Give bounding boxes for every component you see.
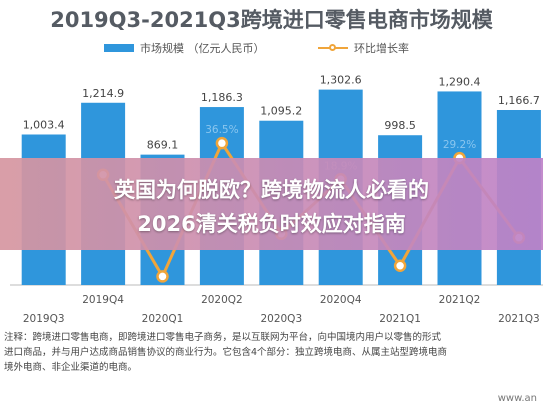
legend-bar-swatch — [104, 44, 134, 52]
bar-value-label-2020Q3: 1,095.2 — [260, 105, 302, 118]
x-tick-label-2021Q2: 2021Q2 — [439, 294, 481, 306]
growth-label-2021Q2: 29.2% — [443, 139, 476, 151]
note-line-3: 境外电商、非企业渠道的电商。 — [4, 362, 138, 373]
x-tick-label-2020Q2: 2020Q2 — [201, 294, 243, 306]
bar-value-label-2019Q4: 1,214.9 — [82, 87, 124, 100]
legend-bar: 市场规模 （亿元人民币） — [104, 40, 265, 56]
growth-label-2020Q2: 36.5% — [205, 124, 238, 136]
x-tick-label-2020Q1: 2020Q1 — [142, 313, 184, 325]
chart-title: 2019Q3-2021Q3跨境进口零售电商市场规模 — [50, 8, 493, 32]
watermark-text: www.an — [497, 393, 537, 404]
legend-bar-label: 市场规模 （亿元人民币） — [140, 42, 265, 55]
x-tick-label-2021Q1: 2021Q1 — [379, 313, 421, 325]
bar-value-label-2020Q1: 869.1 — [147, 139, 179, 152]
x-tick-label-2019Q4: 2019Q4 — [82, 294, 124, 306]
banner-line-2: 2026清关税负时效应对指南 — [137, 212, 406, 236]
bar-value-label-2020Q4: 1,302.6 — [320, 74, 362, 87]
legend-line-label: 环比增长率 — [354, 42, 409, 55]
bar-value-label-2021Q3: 1,166.7 — [498, 94, 540, 107]
legend-line-swatch — [318, 44, 348, 51]
x-tick-label-2020Q3: 2020Q3 — [260, 313, 302, 325]
note-line-2: 进口商品，并与用户达成商品销售协议的商业行为。它包含4个部分：独立跨境电商、从属… — [4, 347, 448, 358]
x-tick-label-2020Q4: 2020Q4 — [320, 294, 362, 306]
bar-value-label-2021Q2: 1,290.4 — [439, 75, 481, 88]
chart-notes: 注释：跨境进口零售电商，即跨境进口零售电子商务，是以互联网为平台，向中国境内用户… — [4, 330, 543, 375]
growth-point-2020Q1 — [156, 270, 169, 283]
banner-line-1: 英国为何脱欧？跨境物流人必看的 — [114, 178, 429, 202]
article-banner-overlay: 英国为何脱欧？跨境物流人必看的 2026清关税负时效应对指南 — [0, 158, 543, 250]
x-tick-label-2021Q3: 2021Q3 — [498, 313, 540, 325]
bar-value-label-2021Q1: 998.5 — [384, 119, 416, 132]
note-line-1: 注释：跨境进口零售电商，即跨境进口零售电子商务，是以互联网为平台，向中国境内用户… — [4, 332, 442, 343]
legend-line: 环比增长率 — [318, 40, 409, 56]
growth-point-2021Q1 — [393, 259, 407, 273]
x-tick-label-2019Q3: 2019Q3 — [23, 313, 65, 325]
growth-point-2020Q2 — [215, 136, 229, 150]
bar-value-label-2020Q2: 1,186.3 — [201, 91, 243, 104]
bar-value-label-2019Q3: 1,003.4 — [23, 118, 65, 131]
